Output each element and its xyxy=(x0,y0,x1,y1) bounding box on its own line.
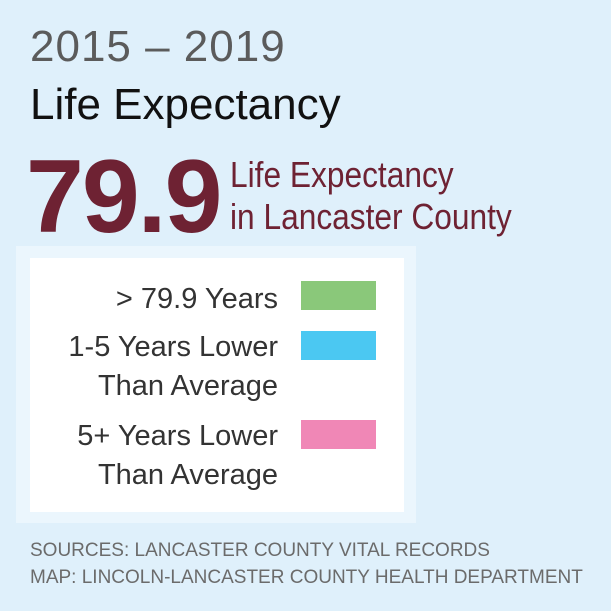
legend-label-above-average: > 79.9 Years xyxy=(116,280,278,319)
legend-swatch-green xyxy=(301,281,376,310)
legend-label-line: 1-5 Years Lower xyxy=(68,331,278,363)
map-credit-text: MAP: LINCOLN-LANCASTER COUNTY HEALTH DEP… xyxy=(30,567,583,588)
page-title: Life Expectancy xyxy=(30,80,341,129)
legend-label-line: > 79.9 Years xyxy=(115,283,278,315)
legend-label-line: Than Average xyxy=(97,370,278,402)
headline-label-line2: in Lancaster County xyxy=(230,196,512,237)
legend-label-line: Than Average xyxy=(97,459,278,491)
legend-label-5-plus-lower: 5+ Years Lower Than Average xyxy=(77,417,278,495)
legend: > 79.9 Years 1-5 Years Lower Than Averag… xyxy=(30,258,404,512)
headline-label-line1: Life Expectancy xyxy=(230,154,454,195)
year-range: 2015 – 2019 xyxy=(30,22,286,71)
legend-label-1-5-lower: 1-5 Years Lower Than Average xyxy=(68,328,278,406)
sources-text: SOURCES: LANCASTER COUNTY VITAL RECORDS xyxy=(30,540,490,561)
legend-swatch-pink xyxy=(301,420,376,449)
legend-label-line: 5+ Years Lower xyxy=(77,420,278,452)
headline-value: 79.9 xyxy=(26,139,222,255)
legend-swatch-blue xyxy=(301,331,376,360)
